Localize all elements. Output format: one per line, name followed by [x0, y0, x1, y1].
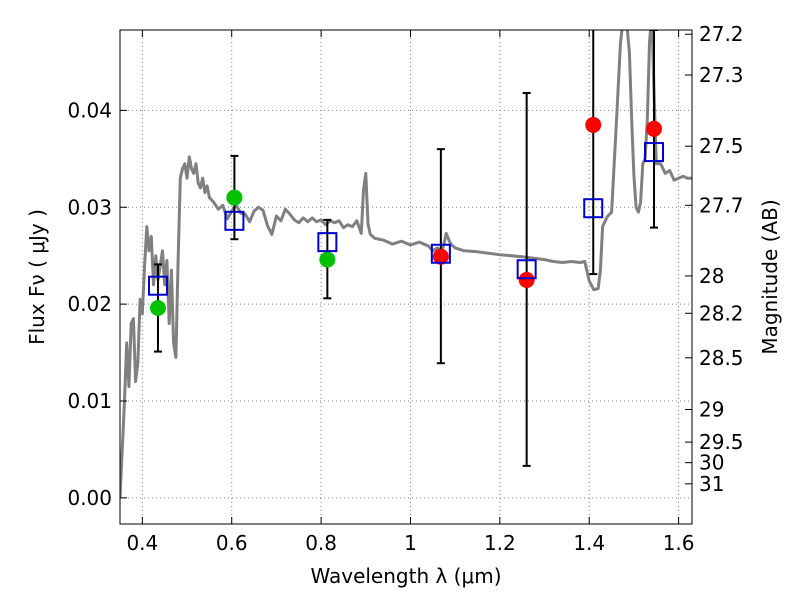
right-tick-label: 27.2 [699, 22, 744, 46]
x-tick-label: 1.6 [663, 531, 695, 555]
grid [120, 30, 692, 524]
right-tick-label: 29.5 [699, 430, 744, 454]
observed-point-red [518, 271, 535, 288]
data-markers [147, 30, 665, 467]
x-tick-label: 1.4 [573, 531, 605, 555]
right-axis-label: Magnitude (AB) [758, 199, 782, 354]
y-axis-label: Flux Fν ( μJy ) [25, 209, 49, 345]
observed-point-red [585, 116, 602, 133]
right-tick-label: 28.2 [699, 301, 744, 325]
right-tick-label: 27.5 [699, 134, 744, 158]
model-point-square [516, 259, 537, 280]
right-tick-label: 31 [699, 472, 724, 496]
observed-point-green [226, 189, 243, 206]
model-point-square [147, 275, 168, 296]
axis-ticks: 0.4 0.6 0.8 1 1.2 1.4 1.6 0.00 0.01 0.02 0.03 0.04 2… [67, 22, 743, 555]
x-axis-label: Wavelength λ (μm) [310, 564, 501, 588]
right-tick-label: 29 [699, 398, 724, 422]
right-tick-label: 28.5 [699, 346, 744, 370]
plot-frame [119, 29, 693, 525]
plot-area [120, 30, 692, 498]
x-tick-label: 0.4 [126, 531, 158, 555]
right-tick-label: 27.3 [699, 63, 744, 87]
right-tick-label: 27.7 [699, 193, 744, 217]
y-tick-label: 0.01 [67, 389, 112, 413]
x-tick-label: 1.2 [484, 531, 516, 555]
observed-point-red [646, 120, 663, 137]
y-tick-label: 0.04 [67, 98, 112, 122]
right-tick-label: 30 [699, 451, 724, 475]
model-point-square [317, 232, 338, 253]
model-point-square [224, 210, 245, 231]
model-point-square [583, 198, 604, 219]
right-tick-label: 28 [699, 264, 724, 288]
y-tick-label: 0.03 [67, 195, 112, 219]
y-tick-label: 0.00 [67, 486, 112, 510]
model-point-square [430, 243, 451, 264]
observed-point-red [432, 248, 449, 265]
observed-point-green [149, 299, 166, 316]
y-tick-label: 0.02 [67, 292, 112, 316]
model-spectrum-line [120, 30, 692, 498]
x-tick-label: 0.6 [216, 531, 248, 555]
observed-point-green [319, 251, 336, 268]
x-tick-label: 1 [404, 531, 417, 555]
x-tick-label: 0.8 [305, 531, 337, 555]
model-point-square [644, 142, 665, 163]
